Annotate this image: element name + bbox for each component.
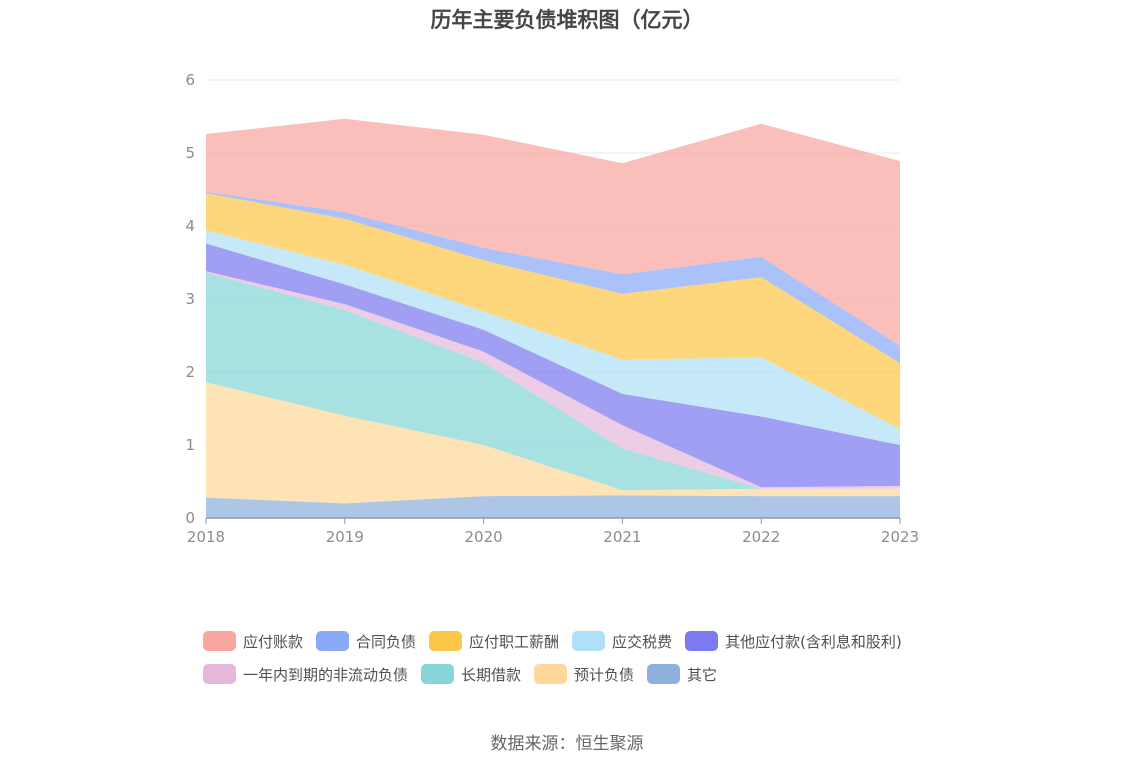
legend-row: 一年内到期的非流动负债 长期借款 预计负债 其它 xyxy=(203,663,963,685)
legend-swatch xyxy=(203,664,236,684)
legend-item[interactable]: 应付职工薪酬 xyxy=(429,631,559,652)
stacked-area-chart: 0 1 2 3 4 5 6 2018 2019 2020 2021 2022 2023 xyxy=(185,71,919,546)
x-tick-label: 2020 xyxy=(465,528,503,546)
legend-item[interactable]: 应交税费 xyxy=(572,631,672,652)
legend-label: 长期借款 xyxy=(461,665,522,684)
data-source-note: 数据来源：恒生聚源 xyxy=(490,734,644,754)
y-tick-label: 6 xyxy=(185,71,195,89)
legend-item[interactable]: 应付账款 xyxy=(203,631,303,652)
legend-label: 预计负债 xyxy=(574,665,635,684)
legend-swatch xyxy=(203,631,236,651)
x-tick-label: 2022 xyxy=(742,528,780,546)
y-tick-label: 3 xyxy=(185,290,195,308)
x-tick-label: 2019 xyxy=(326,528,364,546)
legend-item[interactable]: 一年内到期的非流动负债 xyxy=(203,664,408,685)
legend-swatch xyxy=(421,664,455,684)
area-series-6 xyxy=(206,193,900,429)
legend-label: 合同负债 xyxy=(356,632,417,651)
y-tick-label: 5 xyxy=(185,144,195,162)
legend-label: 应付职工薪酬 xyxy=(469,632,560,651)
y-tick-label: 0 xyxy=(185,509,195,527)
legend-swatch xyxy=(534,664,568,684)
y-tick-label: 4 xyxy=(185,217,195,235)
legend-label: 应交税费 xyxy=(612,632,673,651)
y-tick-label: 1 xyxy=(185,436,195,454)
legend-swatch xyxy=(647,664,681,684)
chart-title: 历年主要负债堆积图（亿元） xyxy=(430,8,704,32)
legend-label: 一年内到期的非流动负债 xyxy=(243,665,409,684)
area-series-2 xyxy=(206,272,900,491)
legend-label: 应付账款 xyxy=(243,632,304,651)
legend-item[interactable]: 预计负债 xyxy=(534,664,634,685)
legend-label: 其他应付款(含利息和股利) xyxy=(725,632,902,651)
x-tick-label: 2021 xyxy=(603,528,641,546)
legend-swatch xyxy=(572,631,606,651)
x-tick-label: 2018 xyxy=(187,528,225,546)
legend-swatch xyxy=(429,631,463,651)
area-series-0 xyxy=(206,495,900,518)
area-series-4 xyxy=(206,243,900,488)
legend-item[interactable]: 合同负债 xyxy=(316,631,416,652)
area-series-5 xyxy=(206,230,900,445)
chart-legend: 应付账款 合同负债 应付职工薪酬 应交税费 其他应付款(含利息和股利) 一年内到期的非流动… xyxy=(203,630,963,696)
legend-swatch xyxy=(685,631,719,651)
legend-item[interactable]: 其它 xyxy=(647,664,717,685)
legend-row: 应付账款 合同负债 应付职工薪酬 应交税费 其他应付款(含利息和股利) xyxy=(203,630,963,652)
legend-item[interactable]: 其他应付款(含利息和股利) xyxy=(685,631,902,652)
legend-label: 其它 xyxy=(687,665,718,684)
y-tick-label: 2 xyxy=(185,363,195,381)
legend-item[interactable]: 长期借款 xyxy=(421,664,521,685)
legend-swatch xyxy=(316,631,350,651)
area-series-8 xyxy=(206,118,900,346)
area-series-1 xyxy=(206,382,900,504)
x-tick-label: 2023 xyxy=(881,528,919,546)
